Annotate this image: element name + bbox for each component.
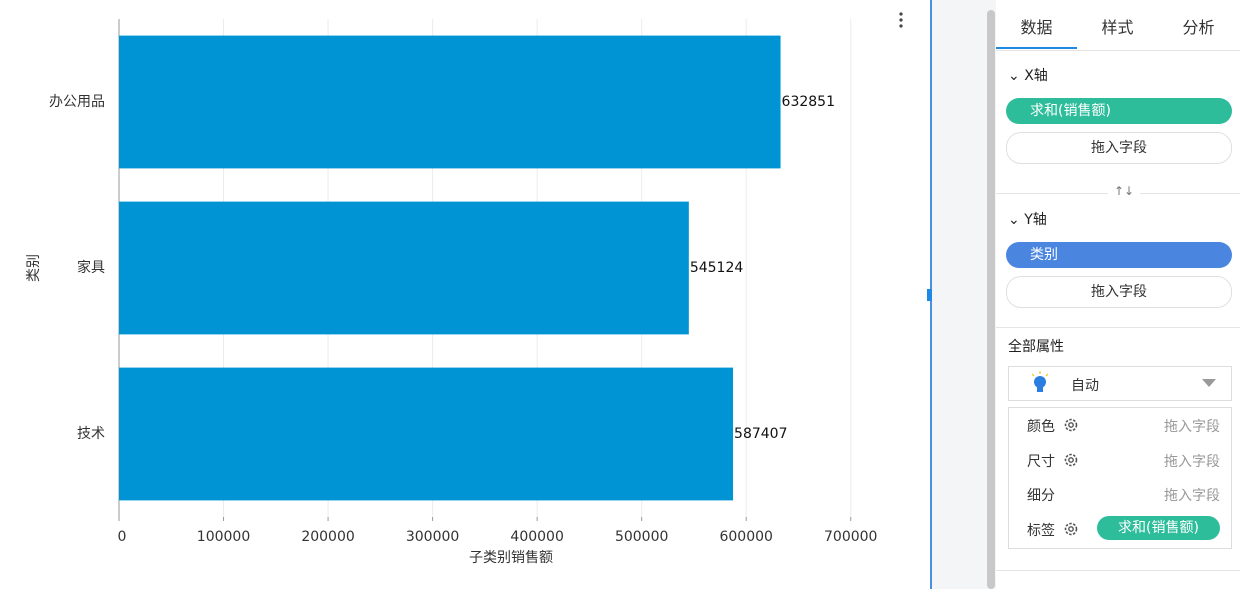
value-label: 587407 <box>734 426 787 442</box>
x-tick-label: 400000 <box>510 529 563 545</box>
field-panel: 数据 样式 分析 ⌄ X轴 求和(销售额) 拖入字段 ↑↓ ⌄ Y轴 类别 拖入… <box>996 0 1240 589</box>
tab[interactable]: 样式 <box>1101 18 1134 37</box>
x-tick-label: 100000 <box>197 529 250 545</box>
x-axis-title: X轴 <box>1024 68 1048 84</box>
chart: 类别 子类别销售额 0 100000 200000 300000 400000 50000… <box>26 12 903 566</box>
field-pill[interactable]: 求和(销售额) <box>1006 98 1232 124</box>
property-label: 尺寸 <box>1027 453 1055 470</box>
drop-zone[interactable]: 拖入字段 <box>1006 276 1232 308</box>
splitter-handle[interactable] <box>927 289 934 301</box>
mark-type: 自动 <box>1071 378 1099 394</box>
bar <box>119 201 689 335</box>
y-tick-label: 技术 <box>77 426 105 442</box>
divider <box>996 50 1240 51</box>
gear-icon[interactable] <box>1063 521 1079 537</box>
divider <box>996 570 1240 571</box>
field-pill: 求和(销售额) <box>1097 515 1220 540</box>
gear-icon[interactable] <box>1063 417 1079 433</box>
field-pill[interactable]: 类别 <box>1006 242 1232 268</box>
gear <box>1063 417 1079 437</box>
section-title[interactable]: ⌄ X轴 <box>1008 68 1048 84</box>
y-axis-title: Y轴 <box>1024 212 1047 228</box>
x-tick-label: 500000 <box>615 529 668 545</box>
x-axis-label: 子类别销售额 <box>469 550 553 566</box>
x-tick-label: 0 <box>118 529 127 545</box>
section-title: 全部属性 <box>1008 339 1064 355</box>
swap-axes[interactable]: ↑↓ <box>1108 184 1141 198</box>
drop-zone: 拖入字段 <box>1164 453 1220 470</box>
drop-zone[interactable]: 拖入字段 <box>1006 132 1232 164</box>
tab[interactable]: 分析 <box>1182 18 1215 37</box>
bulb-icon <box>1031 371 1049 392</box>
x-tick-label: 600000 <box>719 529 772 545</box>
drop-zone: 拖入字段 <box>1164 419 1220 435</box>
y-tick-label: 办公用品 <box>49 94 105 110</box>
mark-type-select[interactable]: 自动 <box>1008 366 1232 401</box>
property-label: 颜色 <box>1027 419 1055 435</box>
y-axis-label: 类别 <box>26 254 42 282</box>
gear <box>1063 521 1079 541</box>
property-label: 标签 <box>1027 522 1055 539</box>
x-tick-label: 200000 <box>301 529 354 545</box>
bar <box>119 367 734 501</box>
gear-icon[interactable] <box>1063 452 1079 468</box>
gutter <box>932 0 996 589</box>
scrollbar[interactable] <box>987 10 995 589</box>
bar <box>119 35 781 169</box>
property-box <box>1008 407 1232 549</box>
property-label: 细分 <box>1027 488 1055 504</box>
x-tick-label: 700000 <box>824 529 877 545</box>
y-tick-label: 家具 <box>77 259 105 276</box>
active-tab-indicator <box>996 47 1077 49</box>
value-label: 632851 <box>782 94 835 110</box>
gear <box>1063 452 1079 472</box>
more-menu[interactable] <box>899 12 903 28</box>
divider <box>996 327 1240 328</box>
x-tick-label: 300000 <box>406 529 459 545</box>
dropdown-arrow <box>1202 379 1216 387</box>
drop-zone: 拖入字段 <box>1164 488 1220 504</box>
section-title[interactable]: ⌄ Y轴 <box>1008 212 1047 228</box>
tab[interactable]: 数据 <box>1020 18 1053 37</box>
value-label: 545124 <box>690 260 744 276</box>
